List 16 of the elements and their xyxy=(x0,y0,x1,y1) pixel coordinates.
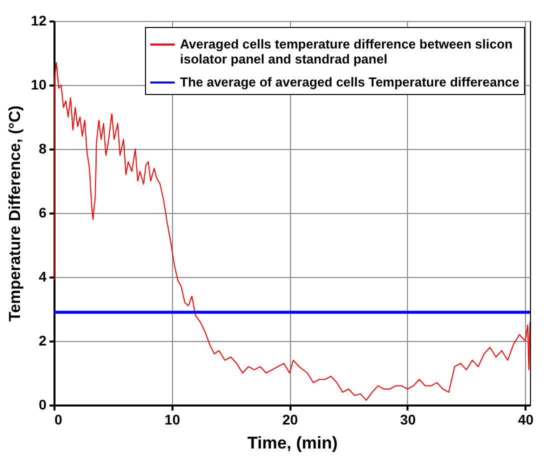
x-tick-label: 20 xyxy=(282,412,298,428)
legend-label: The average of averaged cells Temperature differeance xyxy=(180,74,520,90)
x-tick-label: 0 xyxy=(54,412,62,428)
legend-label: Averaged cells temperature difference between slicon isolator panel and standrad panel xyxy=(180,36,513,66)
y-tick-label: 2 xyxy=(38,332,47,348)
y-tick-label: 12 xyxy=(30,12,47,28)
y-tick-label: 6 xyxy=(38,204,47,220)
x-tick-label: 30 xyxy=(400,412,416,428)
x-tick-label: 40 xyxy=(518,412,534,428)
x-tick-label: 10 xyxy=(164,412,180,428)
y-tick-label: 8 xyxy=(38,140,47,156)
x-axis-title: Time, (min) xyxy=(247,434,338,452)
y-tick-label: 10 xyxy=(30,76,47,92)
y-tick-label: 4 xyxy=(38,268,47,284)
y-tick-label: 0 xyxy=(38,396,47,412)
y-axis-title: Temperature Difference, (°C) xyxy=(6,106,24,322)
